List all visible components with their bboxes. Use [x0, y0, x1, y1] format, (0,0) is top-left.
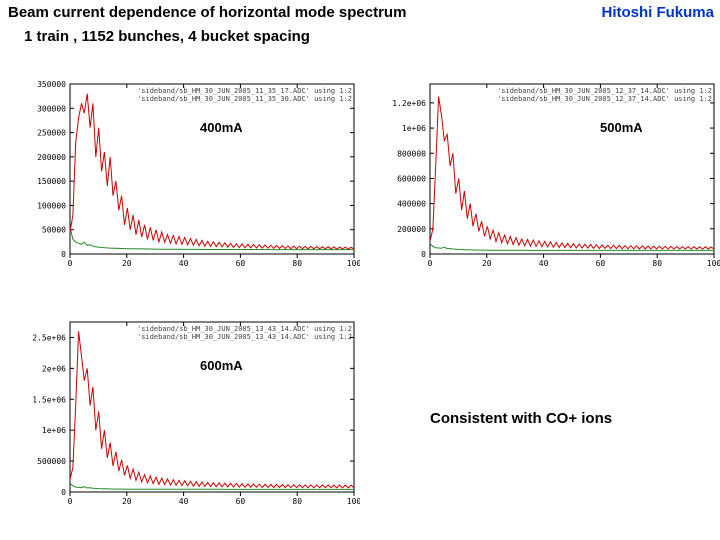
svg-text:80: 80: [292, 497, 302, 506]
chart-label-400ma: 400mA: [200, 120, 243, 135]
svg-text:100: 100: [347, 497, 360, 506]
svg-text:0: 0: [68, 259, 73, 268]
svg-text:20: 20: [482, 259, 492, 268]
svg-text:60: 60: [236, 259, 246, 268]
svg-text:150000: 150000: [37, 177, 66, 186]
svg-text:40: 40: [179, 497, 189, 506]
svg-text:20: 20: [122, 259, 132, 268]
svg-text:80: 80: [652, 259, 662, 268]
author: Hitoshi Fukuma: [601, 4, 714, 21]
svg-text:200000: 200000: [397, 225, 426, 234]
svg-text:'sideband/sb_HM_30_JUN_2005_11: 'sideband/sb_HM_30_JUN_2005_11_35_17.ADC…: [137, 87, 352, 95]
svg-text:1.5e+06: 1.5e+06: [32, 395, 66, 404]
svg-text:0: 0: [61, 250, 66, 259]
svg-text:1e+06: 1e+06: [42, 426, 66, 435]
conclusion-text: Consistent with CO+ ions: [430, 410, 612, 427]
svg-text:0: 0: [428, 259, 433, 268]
svg-text:'sideband/sb_HM_30_JUN_2005_13: 'sideband/sb_HM_30_JUN_2005_13_43_14.ADC…: [137, 325, 352, 333]
svg-text:80: 80: [292, 259, 302, 268]
svg-text:0: 0: [68, 497, 73, 506]
svg-text:'sideband/sb_HM_30_JUN_2005_12: 'sideband/sb_HM_30_JUN_2005_12_37_14.ADC…: [497, 95, 712, 103]
svg-text:300000: 300000: [37, 104, 66, 113]
svg-text:800000: 800000: [397, 149, 426, 158]
svg-text:0: 0: [421, 250, 426, 259]
chart-500ma: 0 20 40 60 80 100 0 200000 400000 600000 800000 1e+…: [380, 62, 720, 272]
svg-text:20: 20: [122, 497, 132, 506]
svg-text:400000: 400000: [397, 200, 426, 209]
svg-text:1.2e+06: 1.2e+06: [392, 99, 426, 108]
svg-text:60: 60: [236, 497, 246, 506]
svg-text:500000: 500000: [37, 457, 66, 466]
svg-text:100: 100: [347, 259, 360, 268]
svg-text:250000: 250000: [37, 129, 66, 138]
chart-600ma: 0 20 40 60 80 100 0 500000 1e+06 1.5e+06 2e+06 2.5e…: [20, 300, 360, 510]
chart-label-600ma: 600mA: [200, 358, 243, 373]
chart-label-500ma: 500mA: [600, 120, 643, 135]
subtitle: 1 train , 1152 bunches, 4 bucket spacing: [24, 28, 310, 45]
svg-text:350000: 350000: [37, 80, 66, 89]
svg-text:0: 0: [61, 488, 66, 497]
svg-text:1e+06: 1e+06: [402, 124, 426, 133]
svg-text:50000: 50000: [42, 226, 66, 235]
svg-text:600000: 600000: [397, 174, 426, 183]
chart-400ma: 0 20 40 60 80 100 0 50000 100000 150000 200000 2500…: [20, 62, 360, 272]
svg-text:60: 60: [596, 259, 606, 268]
svg-text:'sideband/sb_HM_30_JUN_2005_13: 'sideband/sb_HM_30_JUN_2005_13_43_14.ADC…: [137, 333, 352, 341]
svg-text:200000: 200000: [37, 153, 66, 162]
svg-text:'sideband/sb_HM_30_JUN_2005_11: 'sideband/sb_HM_30_JUN_2005_11_35_30.ADC…: [137, 95, 352, 103]
svg-text:100000: 100000: [37, 201, 66, 210]
svg-text:40: 40: [179, 259, 189, 268]
svg-text:'sideband/sb_HM_30_JUN_2005_12: 'sideband/sb_HM_30_JUN_2005_12_37_14.ADC…: [497, 87, 712, 95]
svg-text:100: 100: [707, 259, 720, 268]
svg-text:2e+06: 2e+06: [42, 364, 66, 373]
svg-text:2.5e+06: 2.5e+06: [32, 333, 66, 342]
main-title: Beam current dependence of horizontal mo…: [8, 4, 406, 21]
svg-text:40: 40: [539, 259, 549, 268]
